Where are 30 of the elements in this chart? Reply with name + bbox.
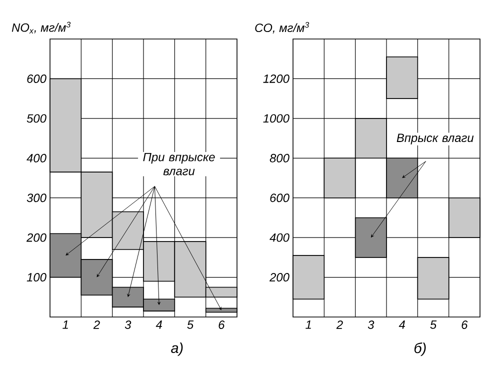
x-tick-label: 5 [430, 320, 437, 329]
y-tick-label: 100 [26, 273, 46, 282]
annotation: При впрыске влаги [143, 152, 215, 176]
x-tick-label: 4 [398, 320, 405, 329]
y-axis-title: CO, мг/м$^{3}$ [255, 22, 310, 34]
y-tick-label: 400 [26, 154, 46, 162]
y-tick-label: 1200 [263, 74, 290, 83]
x-tick-label: 2 [336, 320, 343, 329]
y-tick-label: 400 [270, 233, 290, 242]
x-tick-label: 3 [368, 320, 374, 329]
y-tick-label: 200 [26, 233, 46, 242]
y-tick-label: 600 [27, 74, 46, 83]
annotation: Впрыск влаги [396, 134, 474, 144]
x-tick-label: 6 [218, 320, 225, 329]
x-tick-label: 4 [156, 320, 162, 329]
y-tick-label: 500 [26, 114, 46, 123]
text: а) [171, 342, 183, 356]
y-tick-label: 600 [270, 194, 290, 202]
text: б) [414, 342, 426, 356]
y-axis-title: NO$_{x}$, мг/м$^{3}$ [12, 22, 71, 34]
y-tick-label: 1000 [263, 114, 290, 123]
y-tick-label: 800 [270, 154, 290, 162]
x-tick-label: 1 [306, 320, 311, 329]
x-tick-label: 5 [187, 320, 194, 329]
x-tick-label: 3 [124, 320, 132, 329]
y-tick-label: 300 [26, 194, 46, 202]
x-tick-label: 2 [93, 320, 100, 329]
x-tick-label: 1 [62, 320, 68, 329]
x-tick-label: 6 [462, 320, 468, 329]
y-tick-label: 200 [269, 273, 290, 282]
